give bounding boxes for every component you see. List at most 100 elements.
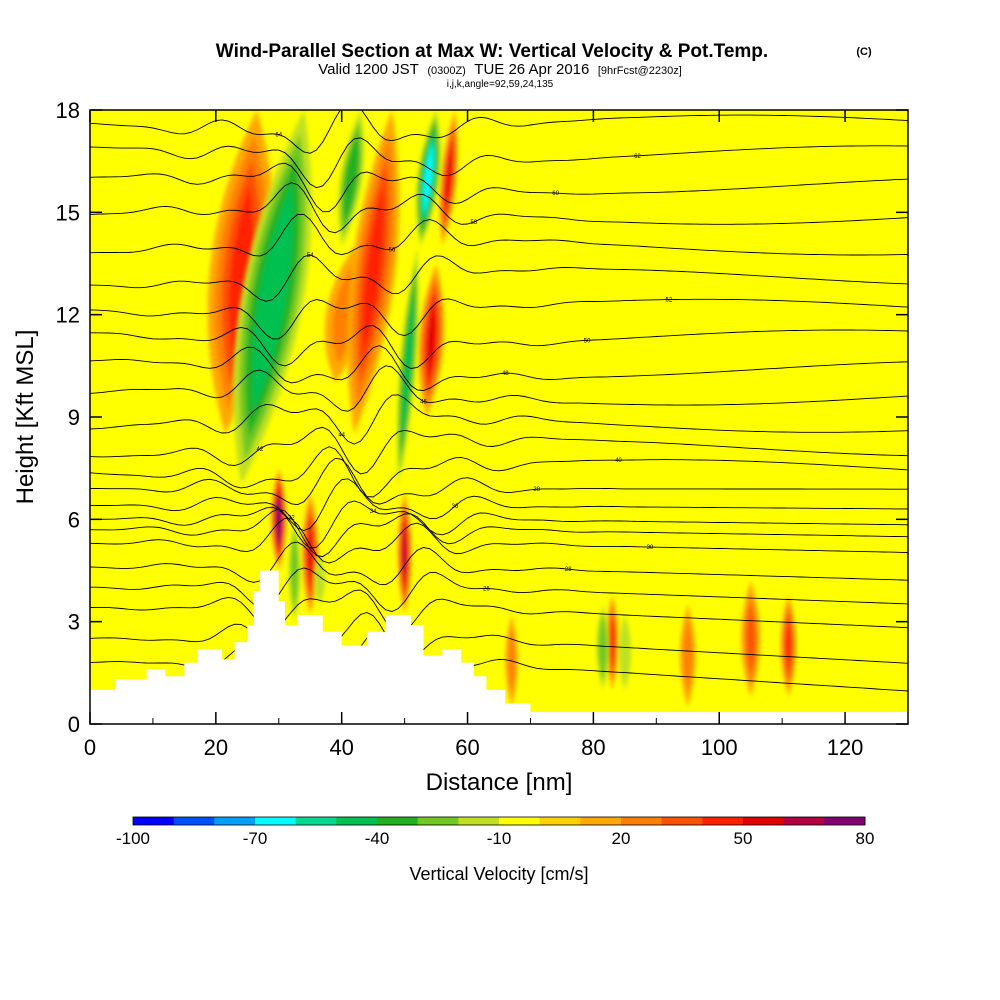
colorbar-tick-label: 20 xyxy=(612,829,631,848)
isentrope-label: 44 xyxy=(338,433,345,439)
updraft-band xyxy=(679,604,696,707)
isentrope-label: 42 xyxy=(257,447,264,453)
downdraft-band xyxy=(288,519,301,622)
isentrope-label: 54 xyxy=(307,253,314,259)
isentrope-label: 52 xyxy=(666,298,673,304)
downdraft-band xyxy=(596,604,610,690)
x-tick-label: 80 xyxy=(581,735,605,760)
colorbar-swatch xyxy=(702,817,744,825)
colorbar-swatch xyxy=(743,817,785,825)
isentrope-line xyxy=(90,162,908,213)
isentrope-line xyxy=(90,517,908,564)
isentrope-line xyxy=(90,254,908,302)
plot-area: 2022242628303234363840424446485052545658… xyxy=(90,110,908,724)
updraft-band-level xyxy=(785,618,792,673)
updraft-band-level xyxy=(228,185,254,359)
colorbar-swatch xyxy=(661,817,703,825)
isentrope-label: 28 xyxy=(565,567,572,573)
downdraft-band xyxy=(314,553,326,605)
isentrope-line xyxy=(90,589,908,634)
downdraft-band-level xyxy=(621,625,629,680)
isentrope-label: 46 xyxy=(420,399,427,405)
x-tick-label: 60 xyxy=(455,735,479,760)
isentrope-line xyxy=(90,500,908,549)
subtitle-forecast: [9hrFcst@2230z] xyxy=(598,65,682,77)
isentrope-label: 58 xyxy=(470,220,477,226)
isentrope-line xyxy=(90,365,908,412)
colorbar-tick-label: -100 xyxy=(116,829,150,848)
isentrope-label: 64 xyxy=(275,132,282,138)
isentrope-line xyxy=(90,182,908,234)
isentrope-label: 34 xyxy=(370,509,377,515)
updraft-band-level xyxy=(746,603,755,674)
colorbar-tick-label: -40 xyxy=(365,829,390,848)
subtitle-valid: Valid 1200 JST xyxy=(318,61,419,78)
updraft-band-level xyxy=(445,144,452,212)
colorbar-swatch xyxy=(458,817,500,825)
updraft-band-level xyxy=(403,525,407,582)
params-line: i,j,k,angle=92,59,24,135 xyxy=(447,79,554,90)
x-tick-label: 20 xyxy=(204,735,228,760)
y-tick-label: 9 xyxy=(68,405,80,430)
colorbar-swatch xyxy=(783,817,825,825)
colorbar-swatch xyxy=(214,817,256,825)
isentrope-line xyxy=(90,457,908,506)
updraft-band xyxy=(207,110,275,435)
isentrope-line xyxy=(90,508,908,558)
isentrope-label: 60 xyxy=(552,191,559,197)
x-tick-label: 120 xyxy=(827,735,864,760)
downdraft-band xyxy=(618,614,632,690)
colorbar-swatch xyxy=(417,817,459,825)
downdraft-band-level xyxy=(424,148,432,209)
colorbar-tick-label: -70 xyxy=(243,829,268,848)
isentrope-line xyxy=(90,446,908,498)
colorbar-tick-label: 50 xyxy=(734,829,753,848)
isentrope-line xyxy=(90,633,908,692)
colorbar-tick-label: -10 xyxy=(487,829,512,848)
isentrope-line xyxy=(90,137,908,189)
updraft-band-level xyxy=(683,618,693,693)
colorbar-swatch xyxy=(824,817,866,825)
colorbar: -100 -70 -40 -10 20 50 80 xyxy=(116,816,874,848)
updraft-band xyxy=(605,594,619,690)
copyright-mark: (C) xyxy=(856,46,872,58)
updraft-band xyxy=(741,580,761,697)
isentrope-line xyxy=(90,567,908,612)
subtitle-zulu: (0300Z) xyxy=(427,65,466,77)
isentrope-label: 38 xyxy=(533,487,540,493)
downdraft-band-level xyxy=(256,205,289,390)
downdraft-band-level xyxy=(316,560,324,598)
downdraft-band-level xyxy=(600,621,606,673)
isentrope-line xyxy=(90,213,908,257)
colorbar-swatch xyxy=(621,817,663,825)
colorbar-swatch xyxy=(499,817,541,825)
colorbar-swatch xyxy=(580,817,622,825)
x-tick-label: 40 xyxy=(329,735,353,760)
isentrope-label: 62 xyxy=(634,154,641,160)
downdraft-band xyxy=(338,110,365,247)
downdraft-band xyxy=(397,246,419,486)
updraft-band xyxy=(397,492,412,615)
updraft-band xyxy=(780,594,797,697)
colorbar-swatch xyxy=(295,817,337,825)
updraft-band-level xyxy=(362,185,384,359)
isentrope-line xyxy=(90,541,908,586)
subtitle-date: TUE 26 Apr 2016 xyxy=(474,61,589,78)
isentrope-label: 36 xyxy=(452,504,459,510)
updraft-band-level xyxy=(427,302,436,378)
terrain xyxy=(90,570,908,724)
colorbar-swatch xyxy=(173,817,215,825)
y-tick-label: 0 xyxy=(68,712,80,737)
isentrope-label: 56 xyxy=(389,247,396,253)
isentrope-line xyxy=(90,110,908,154)
downdraft-band-level xyxy=(292,539,297,602)
updraft-band xyxy=(347,110,400,435)
colorbar-swatch xyxy=(255,817,297,825)
colorbar-swatch xyxy=(377,817,419,825)
colorbar-swatch xyxy=(133,817,175,825)
x-tick-label: 0 xyxy=(84,735,96,760)
updraft-band-level xyxy=(610,616,615,668)
isentrope-line xyxy=(90,325,908,369)
isentrope-line xyxy=(90,394,908,445)
